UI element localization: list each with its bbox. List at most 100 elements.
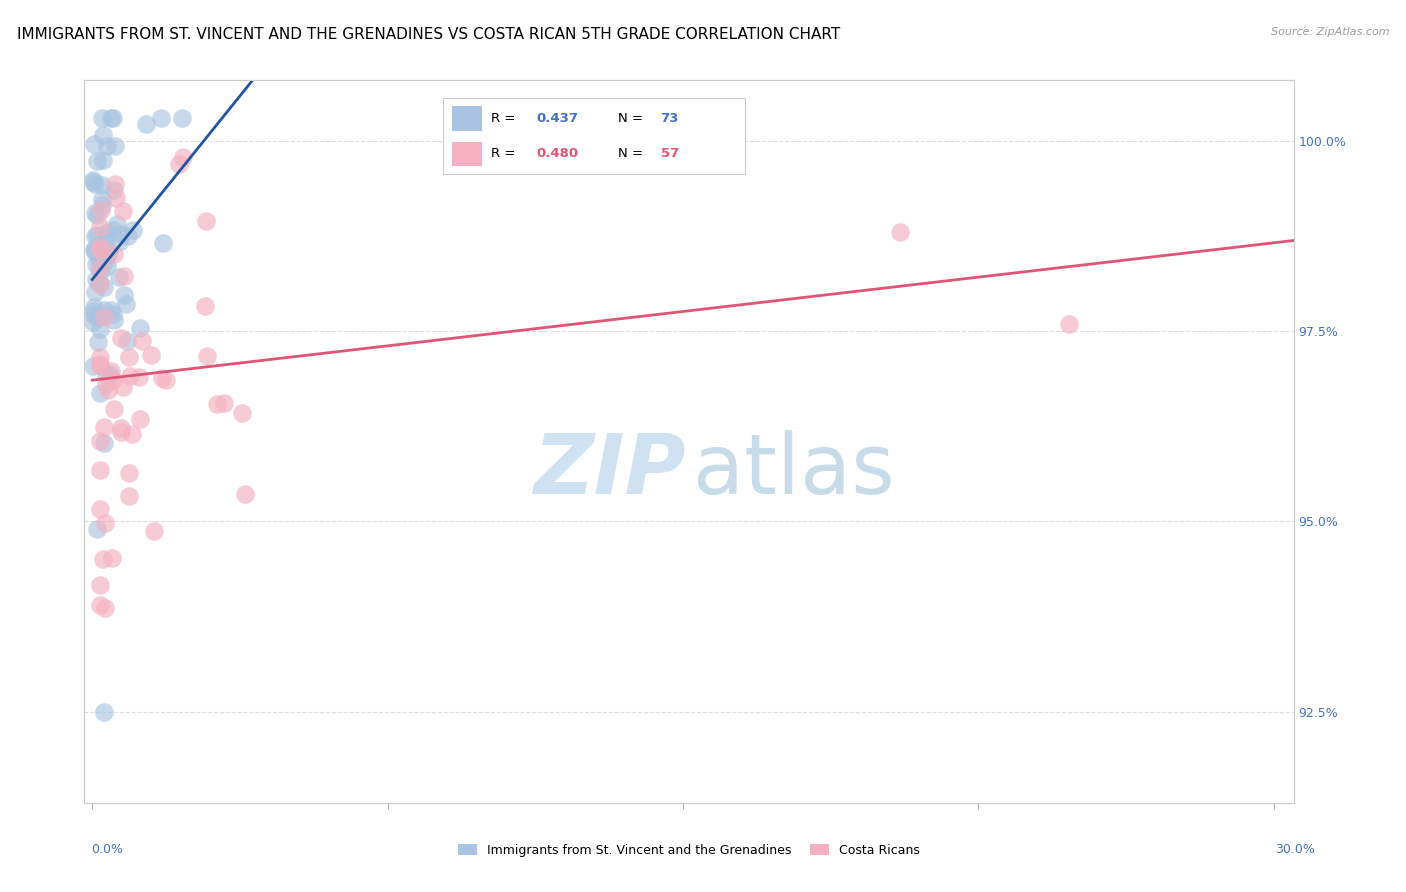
Point — [98, 367, 121, 381]
Point — [90, 178, 112, 192]
Point — [84, 285, 107, 299]
Point — [152, 236, 174, 251]
Point — [89, 252, 111, 266]
Point — [120, 369, 142, 384]
Point — [82, 315, 104, 329]
Text: N =: N = — [619, 147, 648, 160]
Point — [121, 427, 143, 442]
Point — [93, 279, 115, 293]
Point — [103, 402, 125, 417]
Point — [111, 204, 134, 219]
Point — [103, 312, 125, 326]
Text: atlas: atlas — [693, 430, 894, 511]
Text: Source: ZipAtlas.com: Source: ZipAtlas.com — [1271, 27, 1389, 37]
Point — [170, 112, 193, 126]
Point — [101, 373, 124, 387]
Point — [83, 136, 105, 151]
Point — [89, 350, 111, 364]
Point — [82, 359, 104, 373]
Point — [90, 112, 112, 126]
Point — [91, 552, 114, 566]
Point — [100, 363, 122, 377]
Point — [94, 254, 117, 268]
Point — [89, 240, 111, 254]
Point — [96, 376, 118, 391]
Bar — [451, 142, 482, 166]
Point — [129, 321, 152, 335]
Text: 0.437: 0.437 — [537, 112, 579, 125]
Point — [97, 244, 120, 259]
Point — [94, 233, 117, 247]
Point — [83, 243, 105, 257]
Point — [110, 425, 132, 439]
Point — [89, 578, 111, 592]
Point — [82, 175, 104, 189]
Point — [93, 705, 115, 719]
Point — [82, 303, 104, 318]
Text: R =: R = — [491, 147, 520, 160]
Point — [89, 308, 111, 322]
Point — [150, 371, 173, 385]
Text: 30.0%: 30.0% — [1275, 843, 1315, 856]
Point — [128, 370, 150, 384]
Point — [84, 272, 107, 286]
Point — [104, 177, 127, 191]
Point — [89, 357, 111, 371]
Point — [1057, 317, 1080, 331]
Point — [212, 396, 235, 410]
Text: N =: N = — [619, 112, 648, 125]
Point — [84, 177, 107, 191]
Text: 0.0%: 0.0% — [91, 843, 124, 856]
Point — [93, 303, 115, 318]
Point — [101, 550, 124, 565]
Point — [84, 257, 107, 271]
Point — [118, 489, 141, 503]
Legend: Immigrants from St. Vincent and the Grenadines, Costa Ricans: Immigrants from St. Vincent and the Gren… — [453, 838, 925, 862]
Point — [112, 379, 135, 393]
Point — [96, 225, 118, 239]
Point — [105, 191, 128, 205]
Point — [86, 153, 108, 168]
Point — [93, 419, 115, 434]
Point — [107, 269, 129, 284]
Point — [150, 112, 173, 126]
Point — [233, 487, 256, 501]
Point — [90, 264, 112, 278]
Point — [101, 112, 124, 126]
Point — [87, 261, 110, 276]
Point — [205, 397, 228, 411]
Point — [86, 208, 108, 222]
Point — [89, 359, 111, 374]
Point — [155, 373, 177, 387]
Point — [89, 260, 111, 275]
Point — [118, 466, 141, 480]
Point — [117, 228, 139, 243]
Point — [96, 139, 118, 153]
Point — [135, 117, 157, 131]
Point — [93, 310, 115, 325]
Point — [195, 214, 218, 228]
Point — [115, 297, 138, 311]
Point — [143, 524, 166, 538]
Point — [103, 223, 125, 237]
Text: 73: 73 — [661, 112, 679, 125]
Point — [110, 331, 132, 345]
Point — [94, 368, 117, 383]
Bar — [451, 106, 482, 131]
Point — [129, 411, 152, 425]
Point — [100, 112, 122, 126]
Point — [89, 322, 111, 336]
Point — [131, 334, 153, 349]
Point — [96, 259, 118, 273]
Point — [89, 277, 111, 291]
Point — [96, 247, 118, 261]
Point — [104, 138, 127, 153]
Text: 57: 57 — [661, 147, 679, 160]
Point — [114, 269, 136, 284]
Point — [83, 308, 105, 322]
Point — [194, 299, 217, 313]
Point — [91, 198, 114, 212]
Point — [107, 235, 129, 249]
Point — [110, 227, 132, 241]
Point — [89, 386, 111, 401]
